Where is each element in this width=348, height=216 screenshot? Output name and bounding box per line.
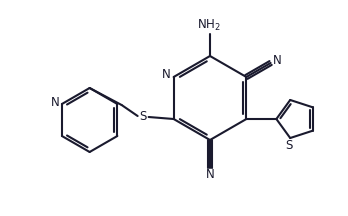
Text: N: N	[162, 68, 171, 81]
Text: S: S	[139, 110, 146, 122]
Text: N: N	[273, 54, 282, 67]
Text: N: N	[50, 95, 59, 108]
Text: S: S	[285, 138, 293, 151]
Text: NH$_2$: NH$_2$	[197, 17, 221, 33]
Text: N: N	[206, 168, 214, 181]
